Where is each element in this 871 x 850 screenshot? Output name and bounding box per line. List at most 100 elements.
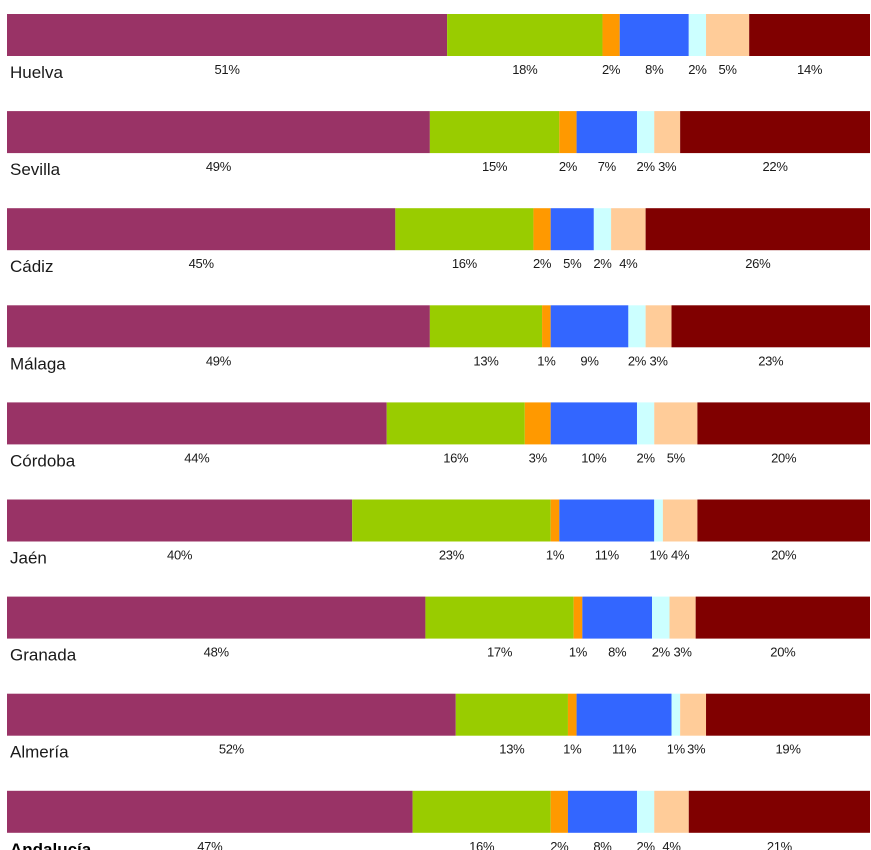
data-label: 3%: [687, 742, 706, 757]
data-label: 4%: [662, 839, 681, 850]
bar-segment: [430, 111, 559, 153]
bar-segment: [7, 500, 352, 542]
bar-segment: [7, 305, 430, 347]
bar-segment: [574, 597, 583, 639]
bar-segment: [628, 305, 645, 347]
bar-segment: [525, 402, 551, 444]
category-label: Granada: [10, 646, 77, 665]
data-label: 2%: [637, 159, 656, 174]
bar-segment: [456, 694, 568, 736]
data-label: 2%: [550, 839, 569, 850]
data-label: 9%: [580, 353, 599, 368]
data-label: 2%: [559, 159, 578, 174]
data-label: 11%: [612, 742, 637, 757]
bar-segment: [7, 597, 425, 639]
data-label: 20%: [771, 450, 797, 465]
bar-segment: [646, 208, 870, 250]
bar-segment: [551, 791, 568, 833]
bar-row: Huelva 51% 18% 2% 8% 2% 5% 14%: [7, 14, 870, 82]
bar-row: Jaén 40% 23% 1% 11% 1% 4% 20%: [7, 500, 870, 568]
data-label: 2%: [637, 839, 656, 850]
data-label: 2%: [637, 450, 656, 465]
bar-segment: [652, 597, 669, 639]
data-label: 14%: [797, 62, 823, 77]
bar-segment: [706, 14, 749, 56]
bar-segment: [7, 208, 395, 250]
bar-row: Granada 48% 17% 1% 8% 2% 3% 20%: [7, 597, 870, 665]
data-label: 4%: [619, 256, 638, 271]
data-label: 8%: [608, 645, 627, 660]
bar-segment: [654, 791, 689, 833]
bar-segment: [697, 500, 870, 542]
data-label: 3%: [529, 450, 548, 465]
data-label: 2%: [602, 62, 621, 77]
data-label: 5%: [667, 450, 686, 465]
bar-segment: [582, 597, 652, 639]
bar-segment: [637, 791, 654, 833]
bar-segment: [551, 402, 637, 444]
data-label: 8%: [593, 839, 612, 850]
bar-segment: [7, 14, 447, 56]
data-label: 21%: [767, 839, 793, 850]
bar-row: Almería 52% 13% 1% 11% 1% 3% 19%: [7, 694, 870, 762]
bar-segment: [637, 111, 654, 153]
data-label: 19%: [775, 742, 801, 757]
data-label: 4%: [671, 548, 690, 563]
data-label: 7%: [598, 159, 617, 174]
bar-segment: [568, 791, 637, 833]
bar-segment: [680, 111, 870, 153]
bar-segment: [577, 111, 637, 153]
category-label: Cádiz: [10, 257, 53, 276]
data-label: 51%: [214, 62, 240, 77]
category-label: Almería: [10, 743, 69, 762]
bar-segment: [542, 305, 551, 347]
bar-segment: [637, 402, 654, 444]
bar-segment: [7, 402, 387, 444]
category-label: Málaga: [10, 354, 66, 373]
data-label: 2%: [652, 645, 671, 660]
data-label: 1%: [667, 742, 686, 757]
data-label: 15%: [482, 159, 508, 174]
bar-segment: [395, 208, 533, 250]
bar-segment: [654, 402, 697, 444]
bar-segment: [611, 208, 646, 250]
bar-segment: [387, 402, 525, 444]
data-label: 48%: [204, 645, 230, 660]
data-label: 3%: [649, 353, 668, 368]
data-label: 13%: [473, 353, 499, 368]
bar-segment: [413, 791, 551, 833]
bar-segment: [7, 791, 413, 833]
data-label: 40%: [167, 548, 193, 563]
data-label: 16%: [469, 839, 495, 850]
bar-segment: [689, 14, 706, 56]
bar-segment: [7, 694, 456, 736]
bar-segment: [352, 500, 550, 542]
data-label: 26%: [745, 256, 771, 271]
data-label: 1%: [537, 353, 556, 368]
bar-segment: [672, 305, 870, 347]
bar-segment: [430, 305, 542, 347]
bar-segment: [680, 694, 706, 736]
bar-segment: [447, 14, 602, 56]
data-label: 45%: [189, 256, 215, 271]
bar-segment: [654, 500, 663, 542]
data-label: 8%: [645, 62, 664, 77]
category-label: Andalucía: [10, 840, 92, 850]
data-label: 1%: [649, 548, 668, 563]
data-label: 20%: [771, 548, 797, 563]
data-label: 18%: [512, 62, 538, 77]
bar-segment: [551, 305, 629, 347]
data-label: 11%: [595, 548, 620, 563]
data-label: 49%: [206, 353, 232, 368]
bar-row: Andalucía 47% 16% 2% 8% 2% 4% 21%: [7, 791, 870, 850]
bar-segment: [620, 14, 689, 56]
bar-row: Cádiz 45% 16% 2% 5% 2% 4% 26%: [7, 208, 870, 276]
bar-segment: [533, 208, 550, 250]
data-label: 5%: [563, 256, 582, 271]
data-label: 2%: [593, 256, 612, 271]
bar-row: Córdoba 44% 16% 3% 10% 2% 5% 20%: [7, 402, 870, 470]
bar-segment: [551, 500, 560, 542]
bar-segment: [706, 694, 870, 736]
bar-segment: [672, 694, 681, 736]
data-label: 20%: [770, 645, 796, 660]
